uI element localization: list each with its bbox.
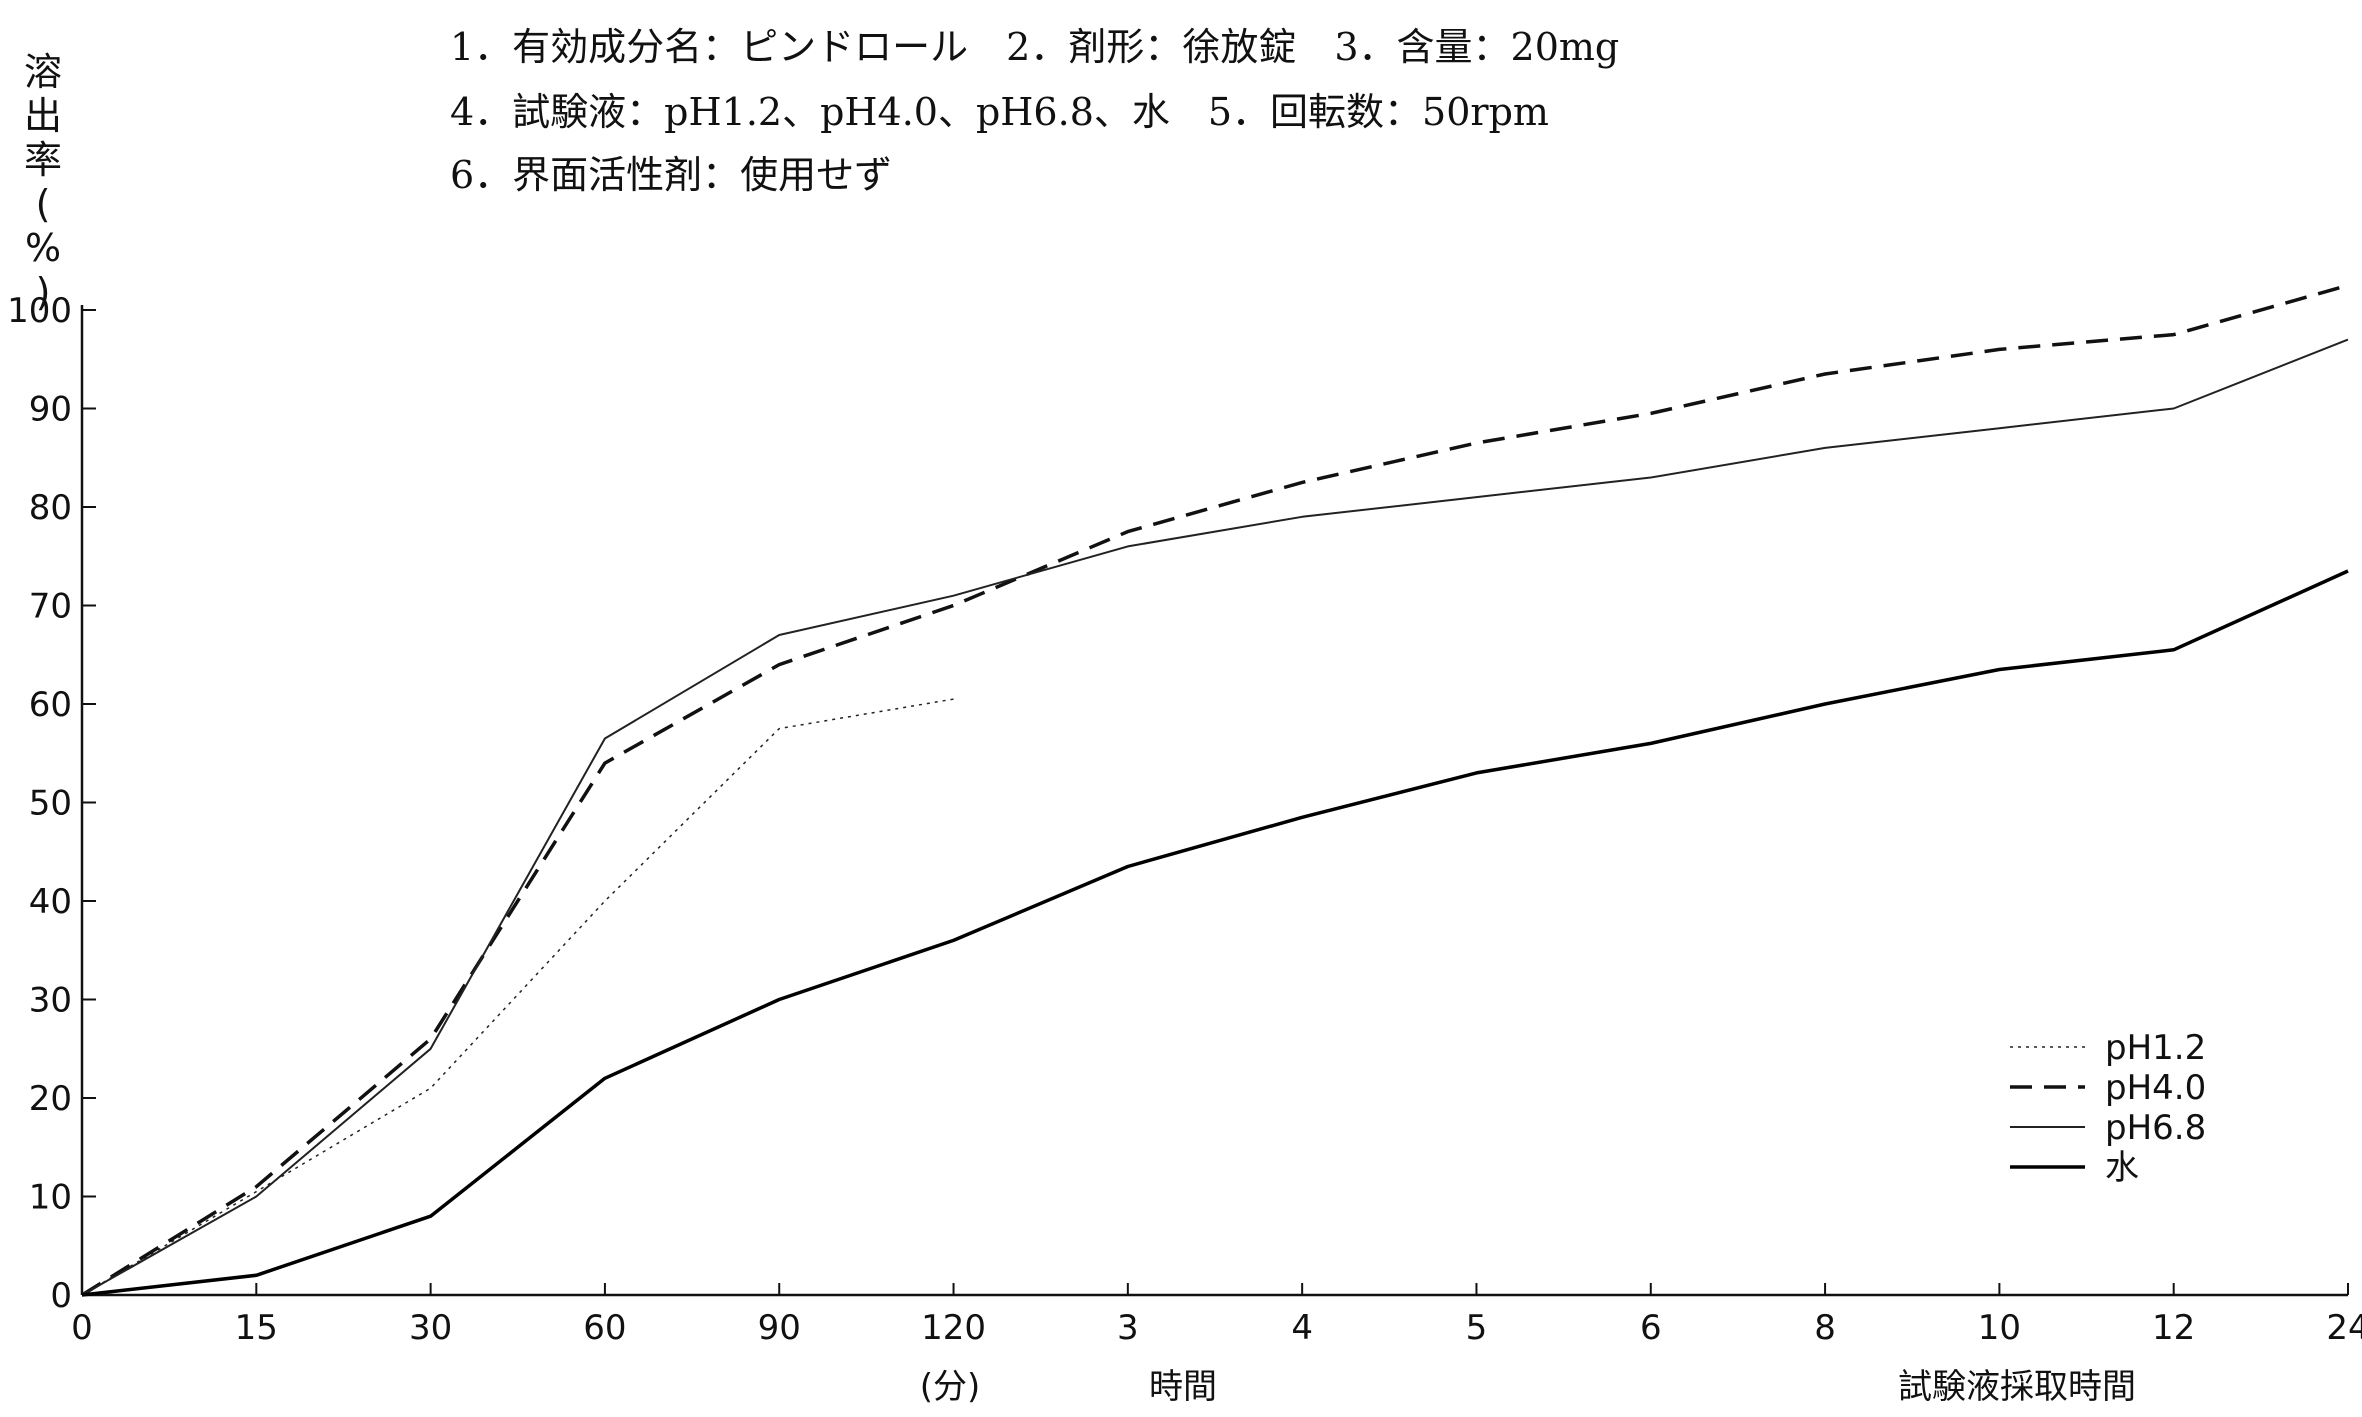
x-tick-label: 12 <box>2152 1308 2195 1348</box>
y-tick-label: 40 <box>29 882 72 922</box>
y-axis-label: 溶 出 率 ( % ) <box>20 50 66 314</box>
y-tick-label: 100 <box>7 291 72 331</box>
legend-label: pH4.0 <box>2105 1068 2206 1108</box>
y-tick-label: 50 <box>29 784 72 824</box>
legend-label: pH1.2 <box>2105 1028 2206 1068</box>
y-axis-label-char: 率 <box>23 138 62 182</box>
y-tick-label: 10 <box>29 1178 72 1218</box>
series-line-pH1.2 <box>81 698 954 1296</box>
y-tick-label: 90 <box>29 390 72 430</box>
x-tick-label: 30 <box>409 1308 452 1348</box>
series-lines <box>81 283 2349 1297</box>
x-tick-label: 6 <box>1640 1308 1662 1348</box>
y-axis-label-char: 溶 <box>23 50 62 94</box>
condition-line-3: 6．界面活性剤：使用せず <box>450 153 893 197</box>
x-axis-title: 試験液採取時間 <box>1898 1367 2136 1407</box>
x-tick-label: 15 <box>235 1308 278 1348</box>
y-tick-label: 80 <box>29 488 72 528</box>
x-tick-label: 10 <box>1978 1308 2021 1348</box>
series-line-pH6.8 <box>81 338 2349 1296</box>
series-line-水 <box>81 569 2349 1297</box>
condition-line-2: 4．試験液：pH1.2、pH4.0、pH6.8、水 5．回転数：50rpm <box>450 90 1549 134</box>
x-tick-label: 5 <box>1466 1308 1488 1348</box>
x-unit-minutes: (分) <box>920 1367 981 1407</box>
x-tick-label: 120 <box>921 1308 986 1348</box>
y-tick-label: 0 <box>50 1276 72 1316</box>
y-tick-label: 70 <box>29 587 72 627</box>
x-tick-label: 0 <box>71 1308 93 1348</box>
y-axis-label-char: ) <box>35 270 51 314</box>
x-tick-label: 24 <box>2326 1308 2362 1348</box>
y-axis-label-char: % <box>24 226 62 270</box>
legend-label: pH6.8 <box>2105 1108 2206 1148</box>
y-tick-label: 30 <box>29 981 72 1021</box>
y-tick-label: 20 <box>29 1079 72 1119</box>
x-tick-label: 3 <box>1117 1308 1139 1348</box>
tick-labels: 0 10 20 30 40 50 60 70 80 90 100 0 15 30 60 90 120 3 4 5 6 8 1… <box>7 291 2362 1348</box>
y-axis-label-char: ( <box>35 182 51 226</box>
condition-line-1: 1．有効成分名：ピンドロール 2．剤形：徐放錠 3．含量：20mg <box>450 25 1620 69</box>
y-tick-label: 60 <box>29 685 72 725</box>
y-axis-label-char: 出 <box>23 94 62 138</box>
series-line-pH4.0 <box>81 283 2349 1297</box>
x-tick-label: 90 <box>758 1308 801 1348</box>
legend-label: 水 <box>2105 1148 2139 1188</box>
x-tick-label: 4 <box>1291 1308 1313 1348</box>
x-tick-label: 60 <box>583 1308 626 1348</box>
x-tick-label: 8 <box>1814 1308 1836 1348</box>
x-unit-hours: 時間 <box>1149 1367 1217 1407</box>
axes <box>80 305 2349 1297</box>
